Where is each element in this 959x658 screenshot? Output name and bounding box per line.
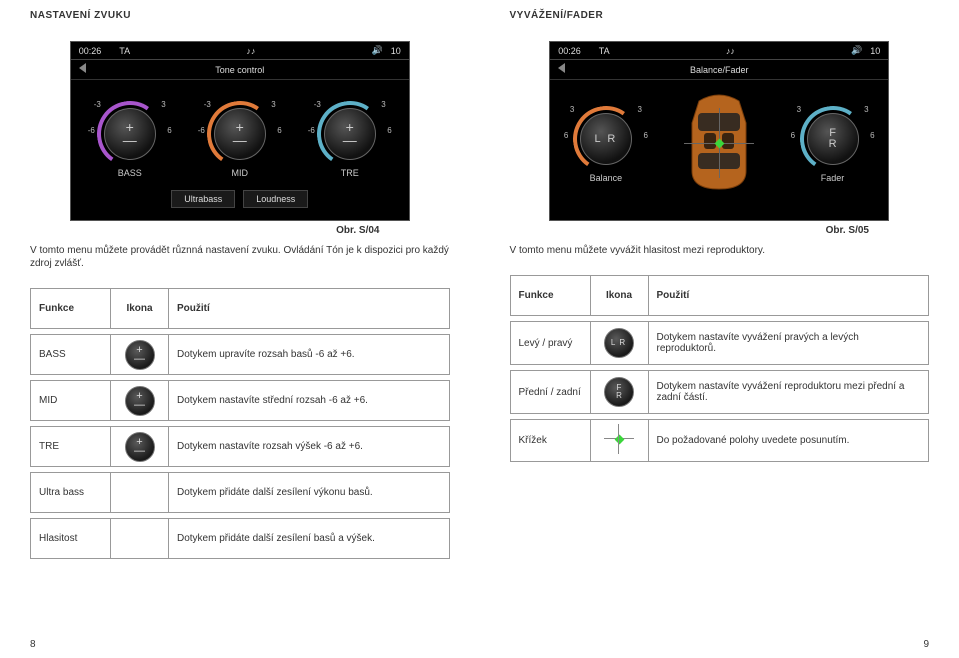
balance-knob: L R [580, 113, 632, 165]
section-title-left: NASTAVENÍ ZVUKU [30, 10, 450, 21]
loudness-button: Loudness [243, 190, 308, 208]
lr-icon: LR [604, 328, 634, 358]
source-icon: ♪♪ [246, 46, 255, 56]
table-row: Přední / zadní FR Dotykem nastavíte vyvá… [510, 371, 929, 414]
table-row: TRE +— Dotykem nastavíte rozsah výšek -6… [31, 427, 450, 467]
th-funkce: Funkce [31, 289, 111, 329]
table-row: Křížek Do požadované polohy uvedete posu… [510, 420, 929, 462]
th-funkce: Funkce [510, 276, 590, 316]
mid-knob: +— [214, 108, 266, 160]
source-icon: ♪♪ [726, 46, 735, 56]
volume-icon: 🔊 [372, 45, 383, 56]
volume-value: 10 [391, 46, 401, 56]
status-time: 00:26 [558, 46, 581, 56]
function-table-right: Funkce Ikona Použití Levý / pravý LR Dot… [510, 275, 930, 462]
page-number-right: 9 [923, 639, 929, 650]
description-left: V tomto menu můžete provádět různná nast… [30, 244, 450, 270]
status-ta: TA [599, 46, 610, 56]
table-row: BASS +— Dotykem upravíte rozsah basů -6 … [31, 335, 450, 375]
th-ikona: Ikona [111, 289, 169, 329]
table-row: Ultra bass Dotykem přidáte další zesílen… [31, 473, 450, 513]
fader-knob: FR [807, 113, 859, 165]
back-arrow-icon [558, 63, 565, 73]
description-right: V tomto menu můžete vyvážit hlasitost me… [510, 244, 930, 257]
plus-minus-icon: +— [125, 386, 155, 416]
balance-fader-screenshot: 00:26 TA ♪♪ 🔊 10 Balance/Fader 3 3 [549, 41, 889, 221]
function-table-left: Funkce Ikona Použití BASS +— Dotykem upr… [30, 288, 450, 559]
figure-caption-right: Obr. S/05 [510, 225, 930, 236]
tone-control-screenshot: 00:26 TA ♪♪ 🔊 10 Tone control -3 3 [70, 41, 410, 221]
car-crosshair [659, 88, 779, 198]
back-arrow-icon [79, 63, 86, 73]
plus-minus-icon: +— [125, 432, 155, 462]
ultrabass-button: Ultrabass [171, 190, 235, 208]
status-time: 00:26 [79, 46, 102, 56]
section-title-right: VYVÁŽENÍ/FADER [510, 10, 930, 21]
fr-icon: FR [604, 377, 634, 407]
figure-caption-left: Obr. S/04 [30, 225, 450, 236]
tre-knob: +— [324, 108, 376, 160]
volume-icon: 🔊 [851, 45, 862, 56]
plus-minus-icon: +— [125, 340, 155, 370]
bass-knob: +— [104, 108, 156, 160]
th-ikona: Ikona [590, 276, 648, 316]
screen-title-left: Tone control [215, 65, 264, 75]
table-row: Levý / pravý LR Dotykem nastavíte vyváže… [510, 322, 929, 365]
page-number-left: 8 [30, 639, 36, 650]
volume-value: 10 [870, 46, 880, 56]
th-pouziti: Použití [648, 276, 929, 316]
status-ta: TA [119, 46, 130, 56]
crosshair-icon [604, 424, 634, 454]
screen-title-right: Balance/Fader [690, 65, 749, 75]
table-row: Hlasitost Dotykem přidáte další zesílení… [31, 519, 450, 559]
table-row: MID +— Dotykem nastavíte střední rozsah … [31, 381, 450, 421]
th-pouziti: Použití [169, 289, 450, 329]
